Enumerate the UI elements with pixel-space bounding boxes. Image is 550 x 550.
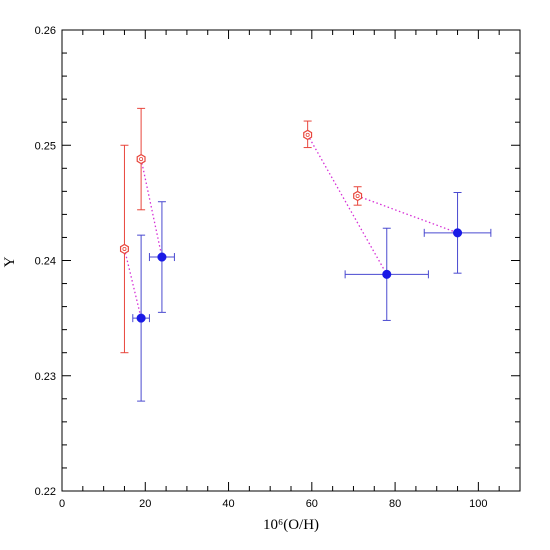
open-hexagon-marker-core [355,193,360,198]
x-axis-title: 10⁶(O/H) [263,517,319,533]
y-axis-title: Y [2,256,18,267]
open-hexagon-marker-core [139,157,144,162]
y-tick-label: 0.26 [35,25,56,37]
open-hexagon-marker-core [122,246,127,251]
y-tick-label: 0.23 [35,371,56,383]
x-tick-label: 0 [59,498,65,510]
open-hexagon-marker [303,129,313,141]
connector-lines [123,134,458,319]
open-hexagon-marker [136,153,146,165]
connector-line [140,158,163,258]
x-tick-label: 100 [469,498,487,510]
plot-frame [61,29,521,492]
open-hexagon-marker-core [305,132,310,137]
axis-tick-labels: 0 20 40 60 80 100 0.22 0.23 0.24 0.25 0.26 [35,25,488,510]
connector-line [307,134,388,275]
data-markers [119,129,463,323]
y-tick-label: 0.22 [35,486,56,498]
y-tick-label: 0.24 [35,256,56,268]
open-hexagon-marker [119,243,129,255]
x-tick-label: 40 [222,498,234,510]
x-tick-label: 60 [306,498,318,510]
connector-line [357,195,458,234]
y-tick-label: 0.25 [35,140,56,152]
x-tick-label: 80 [389,498,401,510]
filled-circle-marker [382,269,392,279]
open-hexagon-marker [353,190,363,202]
filled-circle-marker [157,252,167,262]
axis-ticks [61,29,521,492]
filled-circle-marker [452,228,463,238]
filled-circle-marker [136,313,146,323]
x-tick-label: 20 [139,498,151,510]
